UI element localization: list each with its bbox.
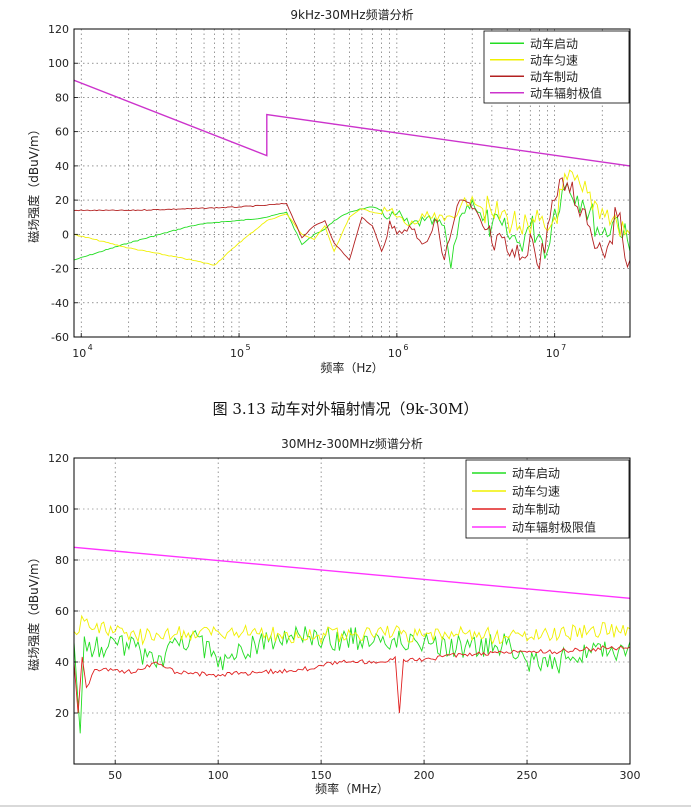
series-line-uniform [74,169,630,266]
chart-2-y-ticks: 20 40 60 80 100 120 [48,452,78,720]
x-tick-label: 10 [388,347,402,360]
legend-label-uniform: 动车匀速 [512,484,560,499]
legend-label-uniform: 动车匀速 [530,52,578,67]
x-tick-label: 200 [414,769,435,782]
x-tick-exponent: 7 [561,343,566,352]
x-tick-label: 50 [108,769,122,782]
legend-label-brake: 动车制动 [512,502,560,517]
series-line-start [74,181,630,269]
chart-2-y-label: 磁场强度（dBuV/m） [26,551,41,670]
y-tick-label: 100 [48,57,69,70]
chart-1-y-ticks: -60 -40 -20 0 20 40 60 80 100 120 [48,23,78,344]
y-tick-label: 100 [48,503,69,516]
series-line-limit [74,546,630,599]
chart-2-grid [74,458,630,764]
chart-1-series [74,79,630,271]
y-tick-label: 120 [48,23,69,36]
chart-2-title: 30MHz-300MHz频谱分析 [281,437,423,451]
y-tick-label: 80 [55,91,69,104]
chart-1: 9kHz-30MHz频谱分析 -60-40-20020406080100120 … [26,8,631,375]
legend-label-limit: 动车辐射极限值 [512,520,596,535]
series-line-limit [74,79,630,167]
chart-2-x-label: 频率（MHz） [315,781,389,796]
y-tick-label: 60 [55,126,69,139]
chart-1-y-label: 磁场强度（dBuV/m） [26,123,41,242]
legend-label-start: 动车启动 [530,36,578,51]
y-tick-label: -20 [51,263,69,276]
y-tick-label: 20 [55,707,69,720]
series-line-uniform [74,614,630,646]
figure-caption: 图 3.13 动车对外辐射情况（9k-30M） [212,400,479,418]
y-tick-label: 40 [55,160,69,173]
legend-label-start: 动车启动 [512,466,560,481]
x-tick-exponent: 6 [403,343,408,352]
legend-label-brake: 动车制动 [530,69,578,84]
chart-1-x-label: 频率（Hz） [320,360,383,375]
y-tick-label: -40 [51,297,69,310]
y-tick-label: 0 [62,228,69,241]
page-bottom-rule [0,805,691,807]
y-tick-label: 60 [55,605,69,618]
y-tick-label: 120 [48,452,69,465]
x-tick-exponent: 4 [88,343,93,352]
chart-2-x-ticks: 50 100 150 200 250 300 [108,760,641,782]
x-tick-label: 300 [620,769,641,782]
chart-2-series [74,546,630,734]
series-line-brake [74,645,630,714]
legend-label-limit: 动车辐射极值 [530,85,602,100]
x-tick-label: 100 [208,769,229,782]
x-tick-label: 10 [546,347,560,360]
y-tick-label: 40 [55,656,69,669]
y-tick-label: -60 [51,331,69,344]
chart-1-title: 9kHz-30MHz频谱分析 [290,8,413,22]
series-line-brake [74,177,630,271]
x-tick-exponent: 5 [246,343,251,352]
x-tick-label: 10 [72,347,86,360]
chart-2: 30MHz-300MHz频谱分析 20 40 60 80 100 120 50 100 150… [26,437,641,796]
x-tick-label: 250 [517,769,538,782]
series-line-start [74,625,630,734]
chart-1-plot-frame [73,28,631,338]
y-tick-label: 20 [55,194,69,207]
y-tick-label: 80 [55,554,69,567]
x-tick-label: 10 [230,347,244,360]
chart-1-x-ticks: 10 4 10 5 10 6 10 7 [72,333,566,360]
x-tick-label: 150 [311,769,332,782]
